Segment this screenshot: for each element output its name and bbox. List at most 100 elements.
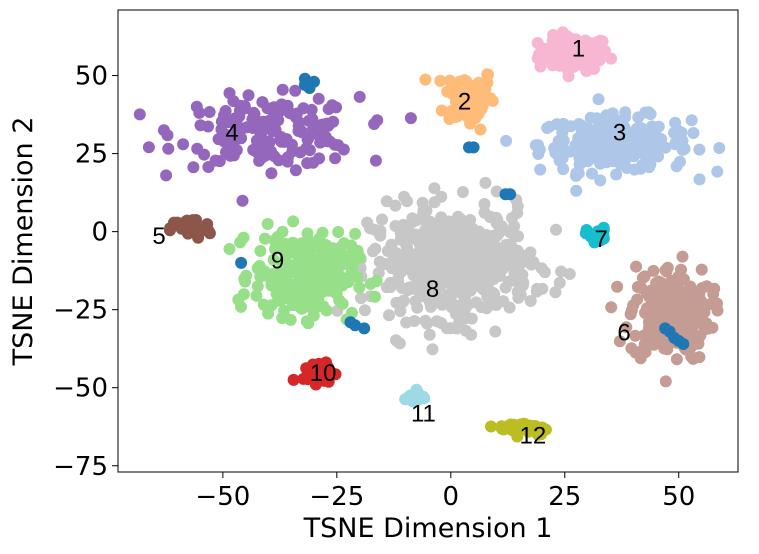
point-cluster-6	[647, 264, 660, 277]
point-cluster-4	[337, 143, 350, 156]
point-cluster-3	[626, 131, 638, 144]
point-cluster-12	[485, 420, 497, 433]
point-cluster-2	[441, 85, 454, 98]
point-cluster-9	[223, 243, 236, 255]
point-cluster-8	[415, 238, 428, 250]
point-cluster-8	[517, 276, 530, 289]
point-cluster-1	[576, 59, 589, 72]
point-cluster-6	[638, 270, 651, 283]
point-cluster-8	[524, 295, 537, 307]
point-cluster-4	[276, 83, 289, 96]
point-cluster-6	[677, 273, 690, 286]
point-cluster-1	[534, 60, 547, 73]
point-cluster-4	[162, 142, 175, 155]
point-cluster-6	[708, 282, 721, 295]
point-cluster-8	[364, 222, 376, 235]
y-tick-label: 25	[75, 140, 108, 170]
point-cluster-3	[529, 139, 542, 152]
point-cluster-8	[419, 314, 432, 327]
point-cluster-1	[557, 44, 570, 57]
point-cluster-9	[251, 262, 264, 275]
y-tick-label: −25	[53, 296, 108, 326]
point-cluster-3	[643, 161, 656, 174]
point-cluster-9	[328, 251, 341, 263]
point-cluster-9	[294, 270, 307, 283]
point-cluster-9	[257, 298, 270, 311]
cluster-label-7: 7	[595, 226, 608, 253]
point-cluster-2	[474, 123, 487, 136]
point-cluster-4	[157, 124, 170, 137]
cluster-label-8: 8	[426, 276, 439, 303]
point-cluster-4	[160, 169, 173, 182]
point-cluster-8	[524, 246, 537, 259]
point-cluster-9	[311, 262, 324, 274]
point-cluster-12	[526, 420, 539, 433]
x-tick-label: 50	[662, 482, 695, 512]
point-cluster-4	[133, 108, 146, 121]
point-cluster-3	[534, 163, 547, 176]
point-cluster-9	[309, 287, 322, 300]
point-cluster-8	[470, 279, 483, 292]
point-cluster-3	[693, 143, 706, 156]
point-cluster-6	[653, 306, 666, 319]
point-cluster-3	[668, 126, 680, 139]
point-extra	[504, 188, 517, 201]
point-cluster-8	[389, 220, 402, 232]
point-cluster-3	[610, 168, 623, 181]
point-cluster-6	[624, 308, 637, 321]
point-cluster-8	[426, 343, 439, 356]
x-tick-label: −25	[309, 482, 364, 512]
point-cluster-9	[349, 227, 362, 240]
x-tick-label: 25	[548, 482, 581, 512]
point-cluster-8	[430, 315, 443, 328]
point-cluster-8	[470, 233, 483, 246]
point-cluster-8	[418, 290, 431, 303]
point-cluster-9	[238, 272, 251, 285]
point-cluster-8	[503, 301, 516, 314]
point-cluster-6	[613, 335, 626, 348]
point-cluster-8	[456, 186, 469, 198]
point-cluster-4	[242, 89, 255, 102]
point-cluster-4	[212, 133, 225, 146]
cluster-label-12: 12	[520, 423, 547, 450]
point-cluster-3	[711, 165, 724, 178]
point-cluster-9	[235, 300, 247, 313]
point-cluster-6	[693, 351, 706, 364]
point-cluster-8	[483, 290, 496, 303]
point-cluster-4	[236, 194, 249, 207]
point-cluster-1	[547, 54, 560, 66]
point-cluster-3	[572, 167, 585, 180]
point-cluster-8	[444, 259, 457, 272]
point-cluster-9	[335, 271, 348, 284]
point-cluster-3	[652, 120, 665, 133]
point-cluster-8	[470, 296, 483, 309]
point-cluster-4	[329, 152, 342, 165]
point-cluster-9	[259, 232, 271, 245]
point-cluster-8	[398, 190, 411, 203]
point-cluster-3	[670, 160, 683, 173]
point-cluster-5	[173, 218, 186, 231]
point-cluster-4	[198, 148, 211, 161]
point-extra	[303, 82, 316, 94]
point-cluster-8	[453, 218, 466, 231]
point-cluster-2	[434, 74, 447, 87]
point-cluster-1	[537, 45, 550, 58]
point-cluster-3	[614, 158, 627, 171]
point-cluster-8	[411, 301, 424, 314]
point-cluster-3	[500, 134, 513, 147]
point-cluster-8	[482, 271, 495, 284]
point-cluster-6	[670, 313, 683, 325]
point-cluster-6	[631, 293, 644, 306]
point-cluster-8	[400, 237, 413, 250]
point-cluster-9	[351, 271, 364, 284]
point-extra	[463, 141, 475, 154]
point-cluster-3	[713, 142, 726, 154]
point-cluster-3	[584, 145, 597, 158]
scatter-points	[133, 26, 726, 443]
point-cluster-9	[346, 257, 359, 270]
point-cluster-8	[376, 213, 388, 226]
point-cluster-4	[286, 145, 299, 158]
point-cluster-8	[511, 285, 524, 298]
point-cluster-9	[353, 281, 366, 294]
